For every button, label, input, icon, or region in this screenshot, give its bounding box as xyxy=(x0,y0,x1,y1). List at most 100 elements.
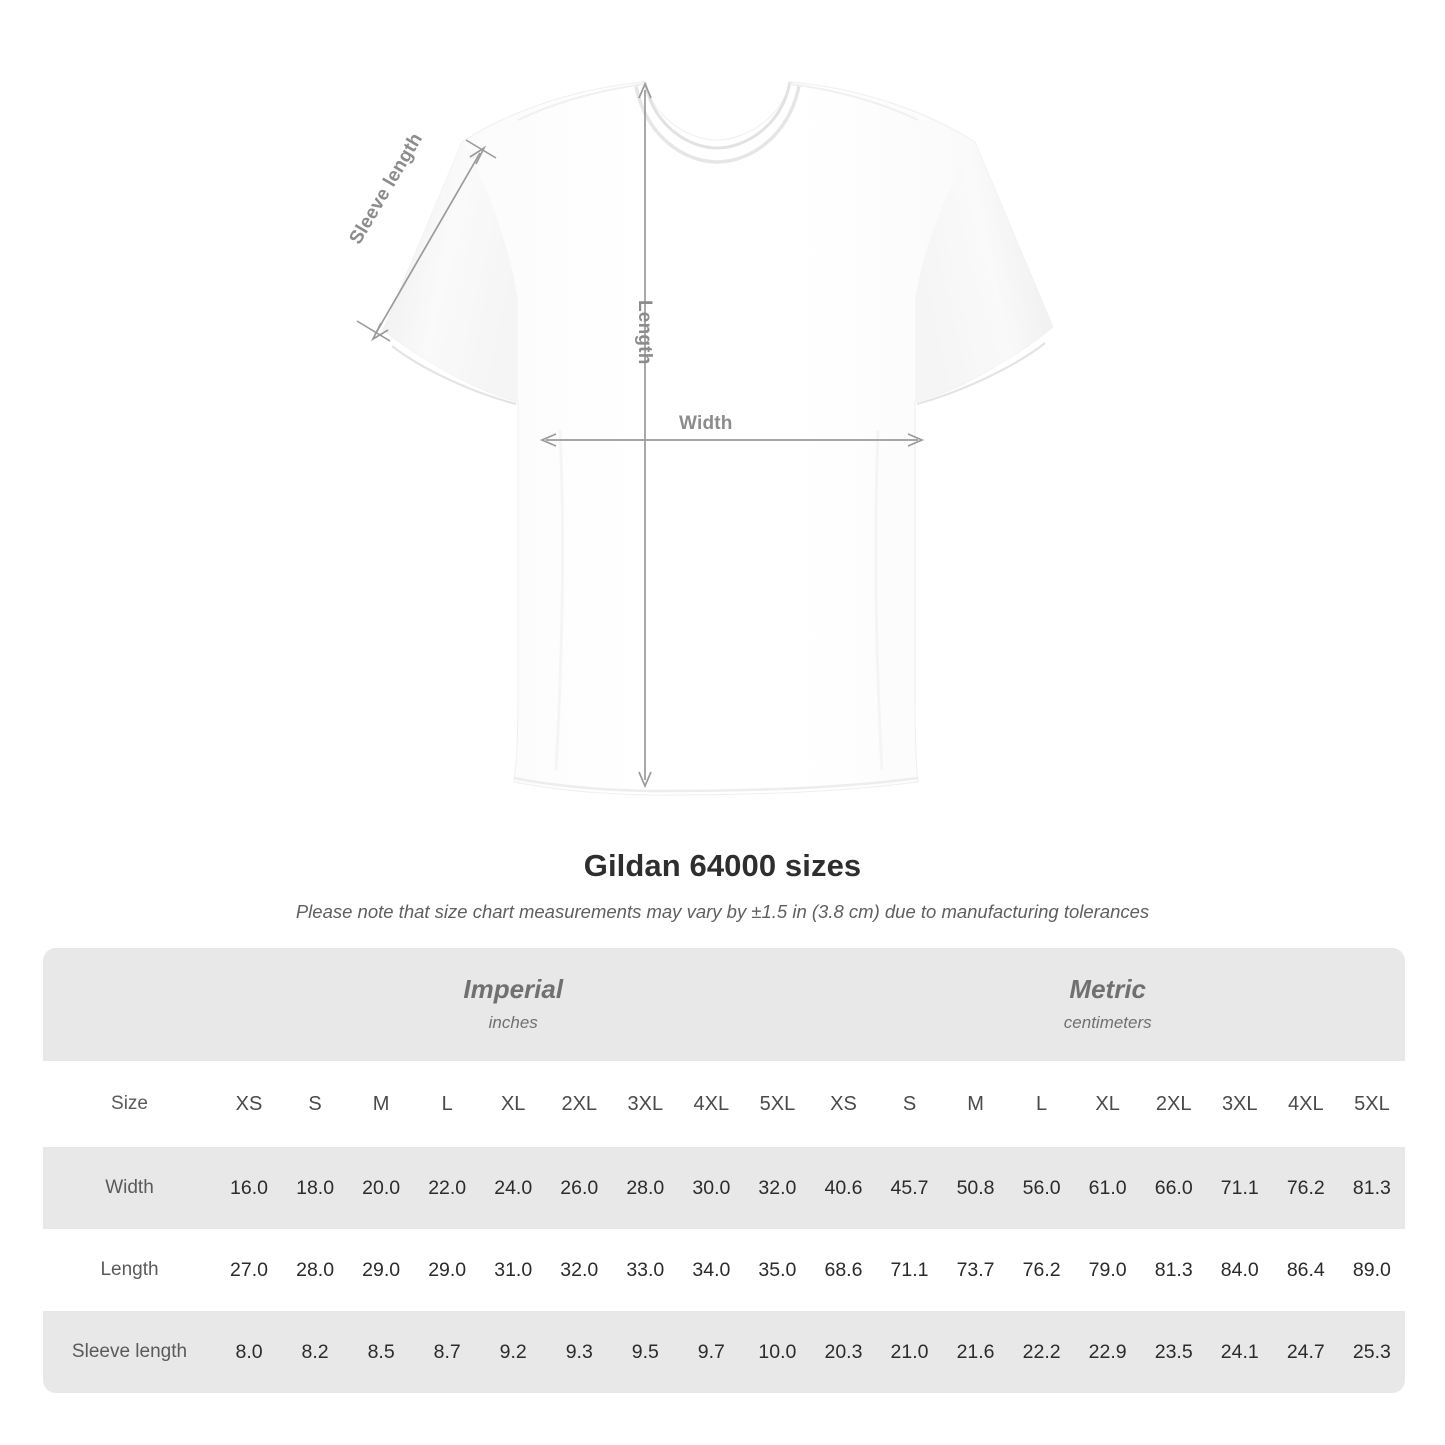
cell-length-metric-m: 73.7 xyxy=(942,1229,1009,1311)
width-arrow xyxy=(539,433,925,447)
cell-length-metric-3xl: 84.0 xyxy=(1206,1229,1273,1311)
header-metric-5xl: 5XL xyxy=(1338,1061,1405,1147)
header-imperial-4xl: 4XL xyxy=(678,1061,745,1147)
cell-length-metric-5xl: 89.0 xyxy=(1338,1229,1405,1311)
cell-sleeve-imperial-3xl: 9.5 xyxy=(612,1311,679,1393)
cell-sleeve-metric-4xl: 24.7 xyxy=(1272,1311,1339,1393)
cell-sleeve-metric-l: 22.2 xyxy=(1008,1311,1075,1393)
cell-width-imperial-m: 20.0 xyxy=(348,1147,415,1229)
unit-band-row: Imperial inches Metric centimeters xyxy=(43,948,1405,1061)
cell-sleeve-imperial-m: 8.5 xyxy=(348,1311,415,1393)
table-header-row: Size XS S M L XL 2XL 3XL 4XL 5XL XS S M … xyxy=(43,1061,1405,1147)
header-metric-xs: XS xyxy=(810,1061,877,1147)
cell-width-metric-4xl: 76.2 xyxy=(1272,1147,1339,1229)
header-imperial-3xl: 3XL xyxy=(612,1061,679,1147)
cell-sleeve-imperial-l: 8.7 xyxy=(414,1311,481,1393)
header-metric-m: M xyxy=(942,1061,1009,1147)
cell-length-metric-l: 76.2 xyxy=(1008,1229,1075,1311)
cell-length-metric-s: 71.1 xyxy=(876,1229,943,1311)
cell-width-metric-3xl: 71.1 xyxy=(1206,1147,1273,1229)
cell-width-metric-s: 45.7 xyxy=(876,1147,943,1229)
row-label-length: Length xyxy=(43,1229,216,1311)
page-title: Gildan 64000 sizes xyxy=(583,848,862,883)
header-imperial-xs: XS xyxy=(216,1061,283,1147)
unit-name-imperial: Imperial xyxy=(463,973,564,1004)
cell-sleeve-imperial-xs: 8.0 xyxy=(216,1311,283,1393)
unit-group-metric: Metric centimeters xyxy=(810,948,1405,1061)
cell-length-imperial-s: 28.0 xyxy=(282,1229,349,1311)
length-arrow xyxy=(638,81,652,789)
header-size-label: Size xyxy=(43,1061,216,1147)
header-imperial-s: S xyxy=(282,1061,349,1147)
cell-length-imperial-5xl: 35.0 xyxy=(744,1229,811,1311)
header-imperial-l: L xyxy=(414,1061,481,1147)
unit-band-spacer xyxy=(43,948,216,1061)
cell-sleeve-metric-m: 21.6 xyxy=(942,1311,1009,1393)
cell-width-imperial-xs: 16.0 xyxy=(216,1147,283,1229)
header-metric-l: L xyxy=(1008,1061,1075,1147)
cell-width-metric-2xl: 66.0 xyxy=(1140,1147,1207,1229)
cell-sleeve-metric-xl: 22.9 xyxy=(1074,1311,1141,1393)
cell-length-metric-xl: 79.0 xyxy=(1074,1229,1141,1311)
unit-group-imperial: Imperial inches xyxy=(216,948,811,1061)
cell-width-imperial-s: 18.0 xyxy=(282,1147,349,1229)
header-metric-4xl: 4XL xyxy=(1272,1061,1339,1147)
cell-width-metric-xl: 61.0 xyxy=(1074,1147,1141,1229)
row-label-sleeve-length: Sleeve length xyxy=(43,1311,216,1393)
header-metric-2xl: 2XL xyxy=(1140,1061,1207,1147)
cell-sleeve-metric-5xl: 25.3 xyxy=(1338,1311,1405,1393)
tshirt-diagram: Sleeve length Length Width xyxy=(346,81,1054,796)
cell-length-imperial-4xl: 34.0 xyxy=(678,1229,745,1311)
cell-sleeve-metric-3xl: 24.1 xyxy=(1206,1311,1273,1393)
header-metric-xl: XL xyxy=(1074,1061,1141,1147)
cell-width-imperial-5xl: 32.0 xyxy=(744,1147,811,1229)
cell-length-imperial-2xl: 32.0 xyxy=(546,1229,613,1311)
cell-width-imperial-4xl: 30.0 xyxy=(678,1147,745,1229)
unit-sub-imperial: inches xyxy=(488,1013,538,1033)
cell-sleeve-imperial-s: 8.2 xyxy=(282,1311,349,1393)
header-imperial-xl: XL xyxy=(480,1061,547,1147)
size-chart-table: Imperial inches Metric centimeters Size … xyxy=(43,948,1405,1393)
cell-length-imperial-xl: 31.0 xyxy=(480,1229,547,1311)
sleeve-length-arrow xyxy=(356,139,497,342)
cell-sleeve-metric-xs: 20.3 xyxy=(810,1311,877,1393)
header-metric-3xl: 3XL xyxy=(1206,1061,1273,1147)
width-dimension-label: Width xyxy=(679,413,733,434)
cell-width-imperial-2xl: 26.0 xyxy=(546,1147,613,1229)
cell-length-imperial-m: 29.0 xyxy=(348,1229,415,1311)
shirt-body-shape xyxy=(382,81,1054,796)
header-imperial-2xl: 2XL xyxy=(546,1061,613,1147)
cell-width-imperial-3xl: 28.0 xyxy=(612,1147,679,1229)
unit-name-metric: Metric xyxy=(1069,973,1146,1004)
tolerance-note: Please note that size chart measurements… xyxy=(295,901,1150,922)
header-imperial-5xl: 5XL xyxy=(744,1061,811,1147)
table-row: Length 27.0 28.0 29.0 29.0 31.0 32.0 33.… xyxy=(43,1229,1405,1311)
length-dimension-label: Length xyxy=(634,300,655,365)
table-row: Width 16.0 18.0 20.0 22.0 24.0 26.0 28.0… xyxy=(43,1147,1405,1229)
cell-sleeve-imperial-5xl: 10.0 xyxy=(744,1311,811,1393)
cell-length-metric-2xl: 81.3 xyxy=(1140,1229,1207,1311)
table-row: Sleeve length 8.0 8.2 8.5 8.7 9.2 9.3 9.… xyxy=(43,1311,1405,1393)
cell-length-imperial-xs: 27.0 xyxy=(216,1229,283,1311)
cell-length-metric-xs: 68.6 xyxy=(810,1229,877,1311)
tshirt-illustration xyxy=(356,81,1054,796)
header-metric-s: S xyxy=(876,1061,943,1147)
cell-width-metric-l: 56.0 xyxy=(1008,1147,1075,1229)
cell-length-imperial-3xl: 33.0 xyxy=(612,1229,679,1311)
cell-width-metric-m: 50.8 xyxy=(942,1147,1009,1229)
header-imperial-m: M xyxy=(348,1061,415,1147)
cell-sleeve-metric-s: 21.0 xyxy=(876,1311,943,1393)
cell-sleeve-imperial-xl: 9.2 xyxy=(480,1311,547,1393)
cell-length-imperial-l: 29.0 xyxy=(414,1229,481,1311)
cell-sleeve-metric-2xl: 23.5 xyxy=(1140,1311,1207,1393)
cell-width-metric-5xl: 81.3 xyxy=(1338,1147,1405,1229)
cell-width-imperial-xl: 24.0 xyxy=(480,1147,547,1229)
cell-sleeve-imperial-2xl: 9.3 xyxy=(546,1311,613,1393)
unit-sub-metric: centimeters xyxy=(1063,1013,1152,1033)
title-block: Gildan 64000 sizes Please note that size… xyxy=(0,848,1445,923)
cell-sleeve-imperial-4xl: 9.7 xyxy=(678,1311,745,1393)
cell-length-metric-4xl: 86.4 xyxy=(1272,1229,1339,1311)
cell-width-imperial-l: 22.0 xyxy=(414,1147,481,1229)
cell-width-metric-xs: 40.6 xyxy=(810,1147,877,1229)
